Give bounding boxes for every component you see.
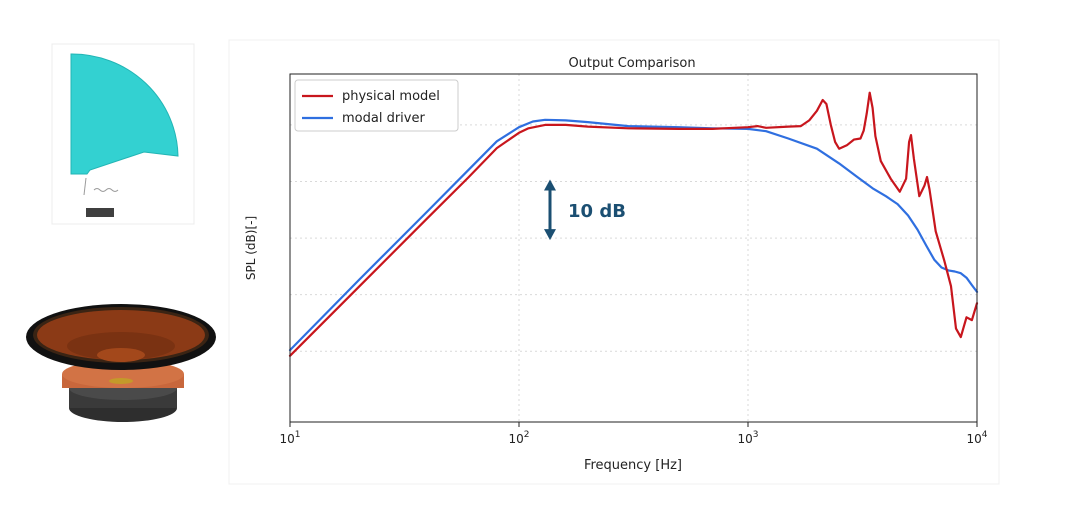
double-arrow-icon bbox=[544, 179, 556, 241]
legend: physical model modal driver bbox=[294, 79, 459, 132]
cone-shading bbox=[67, 332, 175, 360]
x-tick-label: 101 bbox=[279, 430, 300, 446]
arrow-head-down bbox=[544, 229, 556, 241]
voice-coil-block bbox=[86, 208, 114, 217]
legend-label-physical-model: physical model bbox=[342, 89, 440, 104]
axisymmetric-cone-model bbox=[51, 43, 195, 225]
pole-piece bbox=[109, 378, 133, 384]
dust-cap bbox=[97, 348, 145, 362]
x-tick-label: 104 bbox=[966, 430, 987, 446]
legend-label-modal-driver: modal driver bbox=[342, 111, 425, 126]
ten-db-annotation: 10 dB bbox=[544, 179, 626, 241]
x-tick-label: 103 bbox=[737, 430, 758, 446]
spider-detail bbox=[93, 188, 119, 192]
cone-mesh-sector bbox=[70, 53, 179, 175]
x-tick-layer: 101 102 103 104 bbox=[279, 422, 988, 446]
arrow-head-up bbox=[544, 179, 556, 191]
plot-frame bbox=[289, 73, 978, 423]
series-line-physical-model bbox=[288, 91, 979, 357]
legend-box bbox=[294, 79, 459, 132]
ten-db-label: 10 dB bbox=[568, 201, 626, 222]
surround-detail bbox=[83, 177, 87, 196]
chart-panel: Output Comparison 101 102 103 104 Frequency… bbox=[228, 39, 1000, 485]
y-axis-label: SPL (dB)[-] bbox=[244, 216, 258, 280]
x-tick-label: 102 bbox=[508, 430, 529, 446]
series-layer bbox=[288, 91, 979, 357]
3d-loudspeaker-driver bbox=[26, 304, 216, 422]
x-axis-label: Frequency [Hz] bbox=[584, 458, 682, 473]
chart-title: Output Comparison bbox=[568, 56, 695, 71]
